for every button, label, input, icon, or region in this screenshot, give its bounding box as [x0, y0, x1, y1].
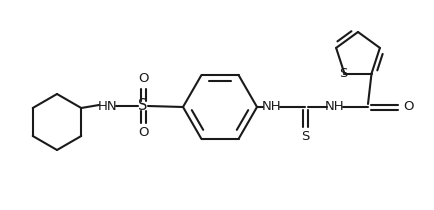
Text: O: O — [403, 101, 413, 113]
Text: NH: NH — [262, 101, 282, 113]
Text: S: S — [339, 67, 348, 80]
Text: NH: NH — [325, 101, 345, 113]
Text: O: O — [138, 72, 148, 85]
Text: O: O — [138, 126, 148, 139]
Text: S: S — [138, 98, 148, 113]
Text: S: S — [301, 130, 309, 143]
Text: HN: HN — [98, 100, 118, 113]
